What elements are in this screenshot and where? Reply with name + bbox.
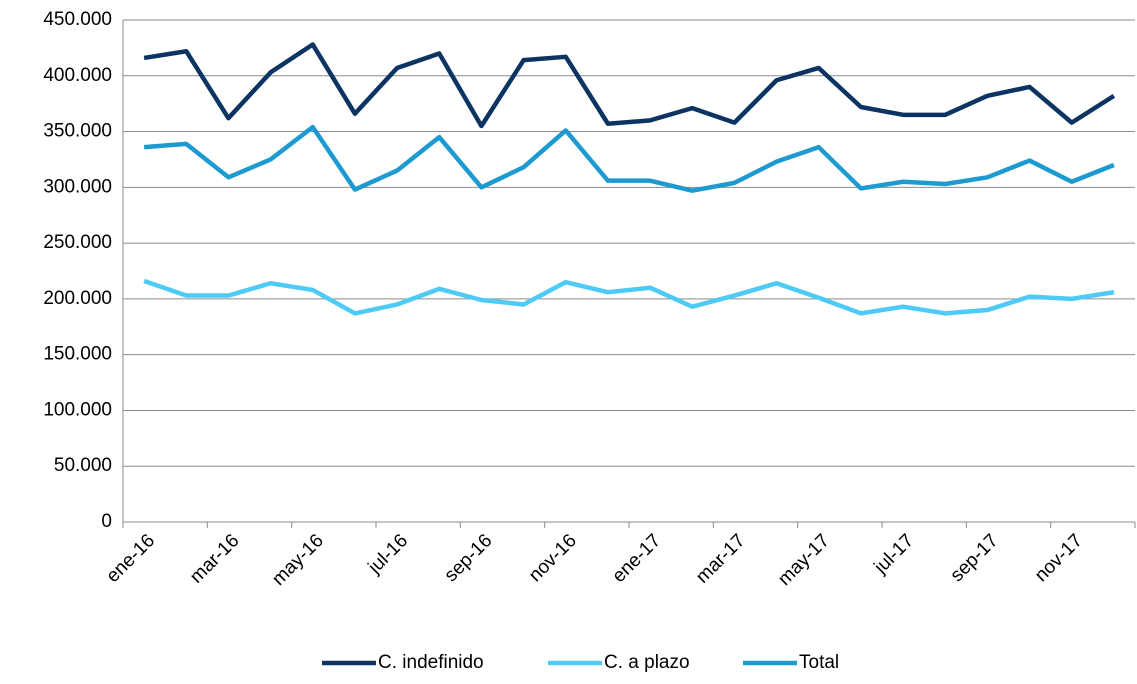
y-tick-label: 150.000	[43, 344, 112, 365]
legend-label: C. a plazo	[604, 652, 690, 673]
x-tick-label: may-16	[268, 530, 328, 590]
line-series	[143, 42, 1116, 129]
legend-label: Total	[799, 652, 839, 673]
x-tick-label: mar-16	[186, 530, 243, 587]
x-tick-label: jul-16	[364, 530, 412, 578]
y-tick-label: 200.000	[43, 288, 112, 309]
y-tick-label: 0	[101, 511, 112, 532]
y-tick-label: 350.000	[43, 121, 112, 142]
x-tick-label: nov-17	[1031, 530, 1087, 586]
y-tick-label: 300.000	[43, 176, 112, 197]
x-tick-label: may-17	[774, 530, 834, 590]
y-tick-label: 400.000	[43, 65, 112, 86]
x-tick-label: sep-16	[441, 530, 497, 586]
y-tick-label: 100.000	[43, 399, 112, 420]
y-tick-label: 250.000	[43, 232, 112, 253]
legend-label: C. indefinido	[378, 652, 484, 673]
x-tick-label: ene-16	[102, 530, 159, 587]
y-tick-label: 450.000	[43, 9, 112, 30]
line-series	[143, 278, 1115, 316]
y-tick-label: 50.000	[54, 455, 112, 476]
x-tick-label: mar-17	[692, 530, 749, 587]
x-tick-label: jul-17	[870, 530, 918, 578]
x-tick-label: sep-17	[947, 530, 1003, 586]
line-series	[143, 124, 1115, 193]
x-tick-label: nov-16	[525, 530, 581, 586]
x-tick-label: ene-17	[608, 530, 665, 587]
